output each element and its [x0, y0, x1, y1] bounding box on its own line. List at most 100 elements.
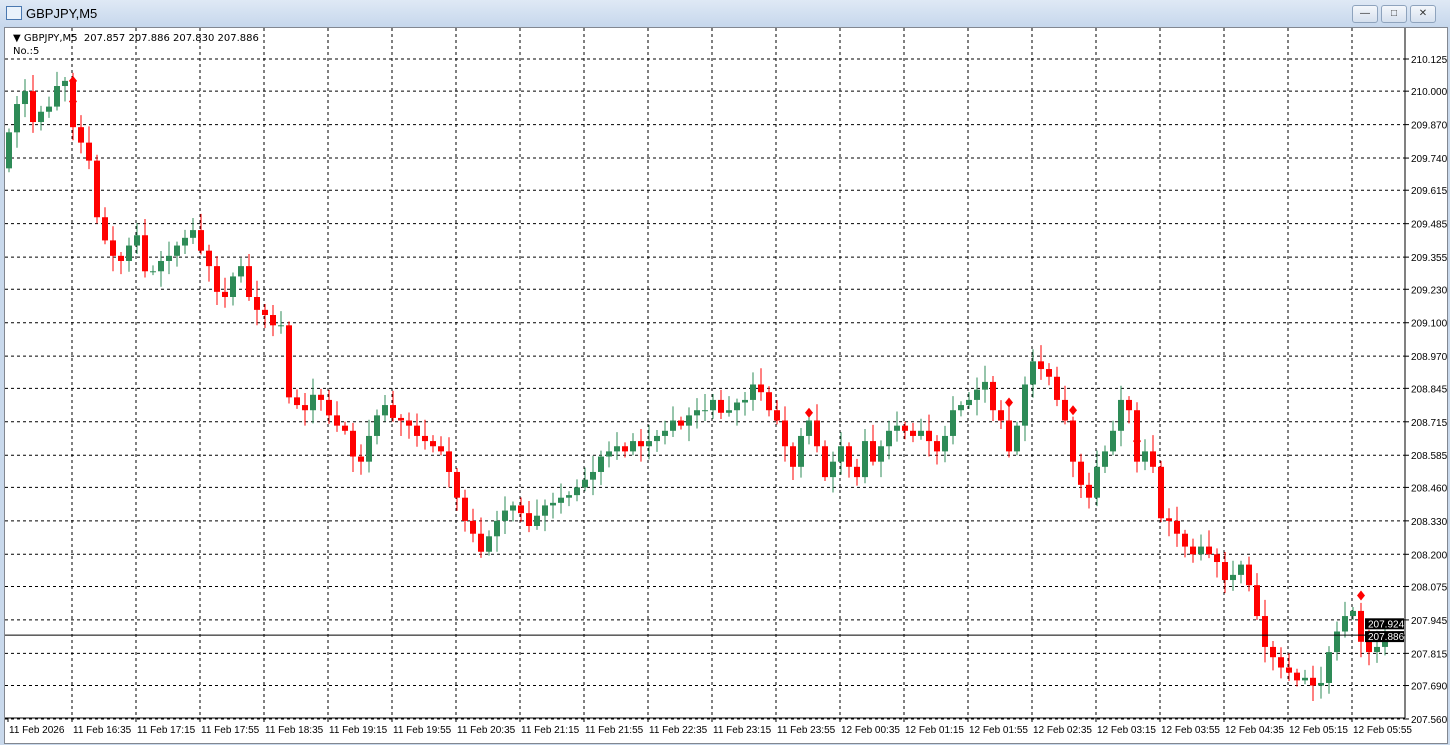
- bear-candle: [782, 420, 788, 447]
- bear-candle: [398, 417, 404, 421]
- time-tick-label: 11 Feb 19:15: [329, 725, 388, 736]
- bid-price-label: 207.886: [1368, 632, 1405, 643]
- bear-candle: [110, 240, 116, 256]
- bull-candle: [46, 106, 52, 112]
- bear-candle: [30, 91, 36, 123]
- bear-candle: [214, 266, 220, 292]
- time-tick-label: 12 Feb 05:55: [1353, 725, 1412, 736]
- bull-candle: [750, 384, 756, 400]
- bull-candle: [982, 381, 988, 390]
- bull-candle: [382, 405, 388, 416]
- bull-candle: [702, 410, 708, 412]
- bear-candle: [326, 399, 332, 416]
- price-tick-label: 208.585: [1411, 451, 1447, 462]
- time-tick-label: 11 Feb 17:55: [201, 725, 260, 736]
- bear-candle: [462, 497, 468, 521]
- bear-candle: [526, 513, 532, 526]
- signal-diamond-icon: [69, 96, 77, 107]
- bear-candle: [1046, 369, 1052, 377]
- bear-candle: [406, 420, 412, 426]
- bull-candle: [838, 446, 844, 462]
- bear-candle: [390, 405, 396, 418]
- bear-candle: [454, 471, 460, 498]
- chart-window-icon: [6, 6, 22, 20]
- bull-candle: [566, 495, 572, 498]
- bull-candle: [710, 399, 716, 411]
- bull-candle: [550, 502, 556, 506]
- price-tick-label: 209.870: [1411, 121, 1447, 132]
- time-tick-label: 12 Feb 02:35: [1033, 725, 1092, 736]
- chart-frame[interactable]: 210.125 210.000 209.870 209.740 209.615 209.4…: [4, 27, 1448, 744]
- bull-candle: [542, 505, 548, 516]
- bear-candle: [910, 430, 916, 436]
- bear-candle: [518, 505, 524, 514]
- bull-candle: [742, 399, 748, 403]
- maximize-button[interactable]: □: [1381, 5, 1407, 23]
- bear-candle: [1214, 554, 1220, 563]
- bull-candle: [62, 80, 68, 87]
- title-bar: GBPJPY,M5 — □ ✕: [0, 0, 1450, 27]
- time-tick-label: 11 Feb 19:55: [393, 725, 452, 736]
- price-tick-label: 208.845: [1411, 384, 1447, 395]
- bear-candle: [1158, 466, 1164, 519]
- price-tick-label: 208.970: [1411, 352, 1447, 363]
- bear-candle: [118, 255, 124, 261]
- bear-candle: [1286, 667, 1292, 673]
- bear-candle: [766, 392, 772, 411]
- bull-candle: [494, 520, 500, 537]
- bear-candle: [254, 297, 260, 310]
- price-tick-label: 207.690: [1411, 682, 1447, 693]
- price-tick-label: 209.615: [1411, 186, 1447, 197]
- bear-candle: [1206, 546, 1212, 555]
- bear-candle: [1294, 672, 1300, 681]
- bull-candle: [158, 260, 164, 272]
- price-tick-label: 209.740: [1411, 154, 1447, 165]
- bull-candle: [150, 271, 156, 273]
- bull-candle: [310, 394, 316, 411]
- bear-candle: [1070, 420, 1076, 462]
- ask-price-label: 207.924: [1368, 619, 1405, 630]
- price-tick-label: 208.460: [1411, 483, 1447, 494]
- bear-candle: [622, 446, 628, 452]
- candlestick-chart[interactable]: 210.125 210.000 209.870 209.740 209.615 209.4…: [5, 28, 1447, 743]
- ask-label-bg: [1365, 618, 1404, 630]
- bull-candle: [654, 435, 660, 442]
- bear-candle: [990, 381, 996, 411]
- time-tick-label: 11 Feb 21:55: [585, 725, 644, 736]
- bear-candle: [1150, 451, 1156, 467]
- close-button[interactable]: ✕: [1410, 5, 1436, 23]
- bull-candle: [1014, 425, 1020, 452]
- bull-candle: [510, 505, 516, 511]
- bull-candle: [670, 420, 676, 431]
- bull-candle: [1030, 361, 1036, 385]
- price-tick-label: 209.355: [1411, 253, 1447, 264]
- bear-candle: [1062, 399, 1068, 421]
- time-tick-label: 11 Feb 17:15: [137, 725, 196, 736]
- bull-candle: [582, 479, 588, 488]
- bull-candle: [1102, 451, 1108, 467]
- bear-candle: [262, 309, 268, 316]
- time-tick-label: 12 Feb 01:15: [905, 725, 964, 736]
- time-tick-label: 12 Feb 03:55: [1161, 725, 1220, 736]
- bear-candle: [358, 456, 364, 462]
- minimize-button[interactable]: —: [1352, 5, 1378, 23]
- bull-candle: [1110, 430, 1116, 452]
- bear-candle: [638, 441, 644, 447]
- bull-candle: [14, 104, 20, 133]
- bear-candle: [350, 430, 356, 457]
- signal-diamond-icon: [805, 407, 813, 418]
- bear-candle: [206, 250, 212, 267]
- bear-candle: [246, 266, 252, 298]
- bull-candle: [1350, 610, 1356, 617]
- signal-diamond-icon: [1357, 590, 1365, 601]
- bull-candle: [966, 399, 972, 406]
- bear-candle: [422, 435, 428, 442]
- bear-candle: [86, 142, 92, 161]
- bear-candle: [414, 425, 420, 436]
- bear-candle: [1222, 562, 1228, 581]
- price-tick-label: 208.330: [1411, 517, 1447, 528]
- bear-candle: [270, 315, 276, 326]
- bear-candle: [790, 446, 796, 467]
- bull-candle: [1022, 384, 1028, 426]
- bull-candle: [1334, 631, 1340, 653]
